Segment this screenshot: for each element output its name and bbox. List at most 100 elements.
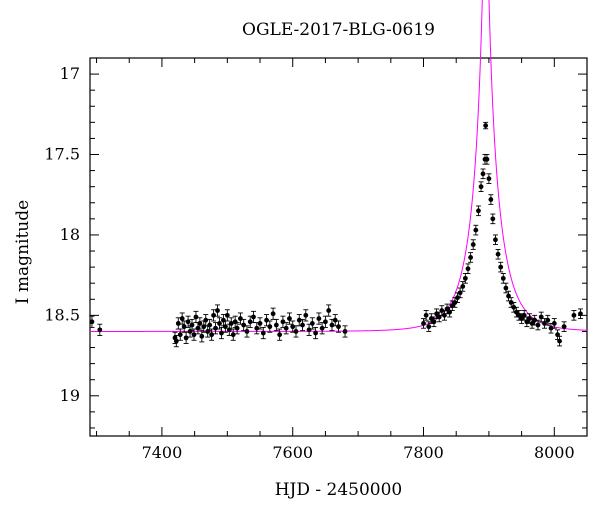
data-point [423, 312, 429, 318]
x-tick-label: 7600 [272, 443, 313, 462]
data-point [561, 324, 567, 330]
data-point [478, 184, 484, 190]
data-point [241, 322, 247, 328]
data-point [260, 330, 266, 336]
x-tick-label: 8000 [534, 443, 575, 462]
data-point [495, 251, 501, 257]
data-point [189, 322, 195, 328]
data-point [527, 316, 532, 321]
data-point [215, 308, 220, 313]
data-point [545, 317, 551, 323]
y-tick-label: 17 [60, 64, 80, 83]
y-tick-label: 18.5 [44, 305, 80, 324]
data-point [488, 197, 494, 202]
y-tick-label: 17.5 [44, 145, 80, 164]
data-point [207, 322, 213, 328]
data-point [300, 322, 305, 328]
data-point [473, 227, 479, 233]
data-point [323, 319, 328, 325]
data-point [293, 329, 299, 334]
data-point [484, 156, 490, 162]
data-point [498, 264, 504, 270]
y-tick-label: 19 [60, 386, 80, 405]
data-point [209, 332, 215, 338]
data-point [247, 319, 253, 325]
data-point [273, 322, 279, 328]
data-point [557, 338, 562, 344]
data-point [468, 255, 473, 260]
data-point [313, 330, 319, 336]
data-point [493, 237, 498, 243]
data-point [234, 325, 240, 331]
x-tick-label: 7400 [142, 443, 183, 462]
data-point [455, 295, 460, 301]
data-point [89, 319, 95, 325]
data-point [551, 321, 557, 326]
data-point [342, 329, 348, 334]
x-axis-label: HJD - 2450000 [274, 480, 403, 500]
data-point [277, 332, 283, 338]
data-point [426, 324, 432, 330]
data-point [238, 316, 243, 321]
data-point [211, 312, 216, 318]
data-point [264, 317, 269, 323]
data-point [462, 275, 468, 281]
data-point [480, 171, 486, 177]
data-point [578, 311, 583, 317]
data-point [267, 324, 273, 330]
data-point [287, 316, 292, 321]
data-point [319, 325, 325, 331]
data-point [490, 216, 496, 222]
data-point [257, 321, 263, 326]
data-point [511, 304, 517, 310]
model-curve [90, 0, 588, 332]
data-point [224, 312, 230, 318]
data-point [470, 242, 476, 247]
data-point [191, 332, 197, 338]
data-point [571, 312, 577, 318]
data-point [336, 324, 341, 330]
data-point [508, 300, 514, 305]
data-point [251, 314, 256, 320]
data-point [306, 327, 312, 333]
data-point [283, 325, 289, 331]
data-point [97, 327, 103, 333]
data-point [532, 317, 538, 323]
data-point [431, 319, 437, 325]
data-point [483, 123, 489, 128]
data-point [230, 332, 236, 338]
data-point [280, 319, 286, 325]
plot-frame [89, 57, 588, 437]
data-point [316, 316, 322, 321]
data-point [217, 321, 222, 326]
data-point [303, 312, 309, 318]
data-point [270, 311, 276, 317]
data-point [175, 321, 181, 326]
data-point [199, 333, 205, 339]
data-point [329, 322, 335, 328]
data-point [181, 324, 187, 330]
data-point [460, 284, 466, 289]
data-point [290, 324, 296, 330]
chart-title: OGLE-2017-BLG-0619 [242, 20, 435, 40]
data-point [254, 325, 260, 331]
data-point [177, 332, 183, 338]
data-point [476, 208, 481, 214]
data-point [548, 325, 554, 331]
data-point [219, 330, 224, 336]
data-point [222, 324, 228, 330]
data-point [326, 308, 332, 313]
data-point [179, 316, 185, 321]
data-point [486, 176, 492, 182]
y-tick-label: 18 [60, 225, 80, 244]
data-point [465, 266, 471, 272]
data-point [421, 321, 426, 326]
data-point [332, 317, 338, 323]
data-point [183, 335, 189, 341]
data-point [296, 317, 302, 323]
data-point [500, 275, 506, 281]
data-point [203, 317, 209, 323]
data-point [452, 300, 458, 305]
data-point [439, 308, 445, 313]
